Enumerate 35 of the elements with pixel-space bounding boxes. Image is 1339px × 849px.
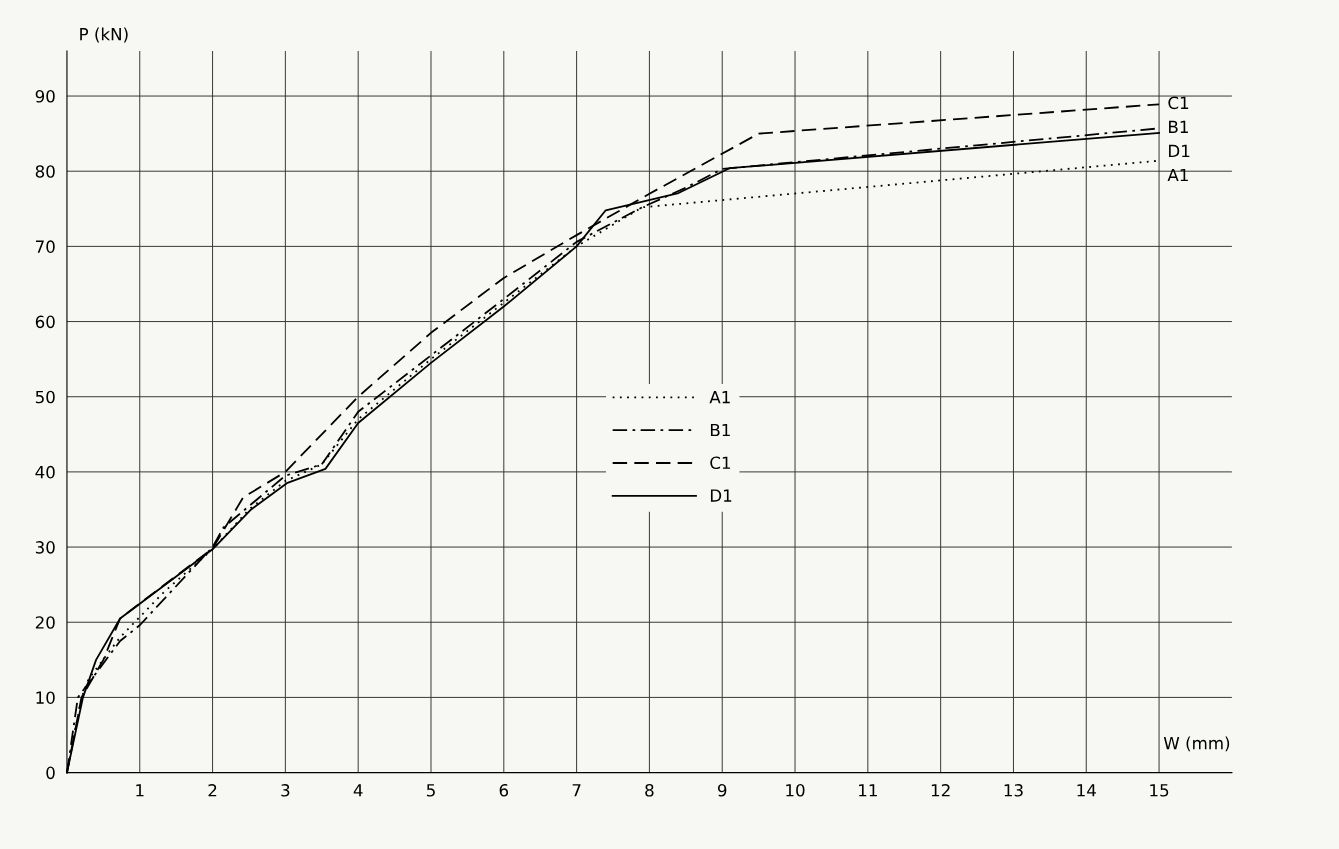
x-tick-label: 14: [1077, 784, 1096, 797]
legend-label: C1: [710, 456, 731, 470]
y-tick-label: 90: [35, 90, 55, 103]
y-tick-label: 60: [35, 315, 55, 329]
x-tick-label: 9: [717, 784, 727, 797]
y-tick-label: 20: [35, 616, 55, 629]
x-tick-label: 10: [786, 784, 805, 797]
x-tick-label: 1: [136, 784, 144, 797]
x-tick-label: 7: [572, 784, 581, 797]
text: D1: [1169, 144, 1190, 158]
text: A1: [1167, 168, 1188, 182]
x-tick-label: 12: [931, 784, 950, 797]
legend-label: D1: [710, 489, 732, 502]
x-tick-label: 11: [859, 784, 877, 797]
legend-label: A1: [709, 391, 730, 404]
y-axis-title: P (kN): [80, 27, 128, 43]
x-tick-label: 15: [1150, 784, 1169, 797]
y-tick-label: 10: [36, 691, 55, 704]
text: C1: [1168, 96, 1189, 110]
x-tick-label: 3: [281, 784, 290, 797]
y-tick-label: 30: [35, 541, 55, 554]
text: B1: [1169, 120, 1188, 133]
y-tick-label: 70: [36, 240, 55, 253]
x-tick-label: 8: [645, 784, 654, 797]
y-tick-label: 40: [35, 465, 55, 479]
x-tick-label: 2: [208, 784, 217, 797]
legend-label: B1: [710, 423, 730, 437]
x-tick-label: 13: [1004, 784, 1023, 797]
y-tick-label: 50: [35, 390, 55, 404]
x-tick-label: 5: [426, 784, 435, 797]
y-tick-label: 80: [35, 165, 55, 178]
y-tick-label: 0: [46, 766, 55, 780]
x-axis-title: W (mm): [1163, 736, 1230, 752]
x-tick-label: 4: [353, 784, 363, 797]
x-tick-label: 6: [499, 784, 509, 797]
